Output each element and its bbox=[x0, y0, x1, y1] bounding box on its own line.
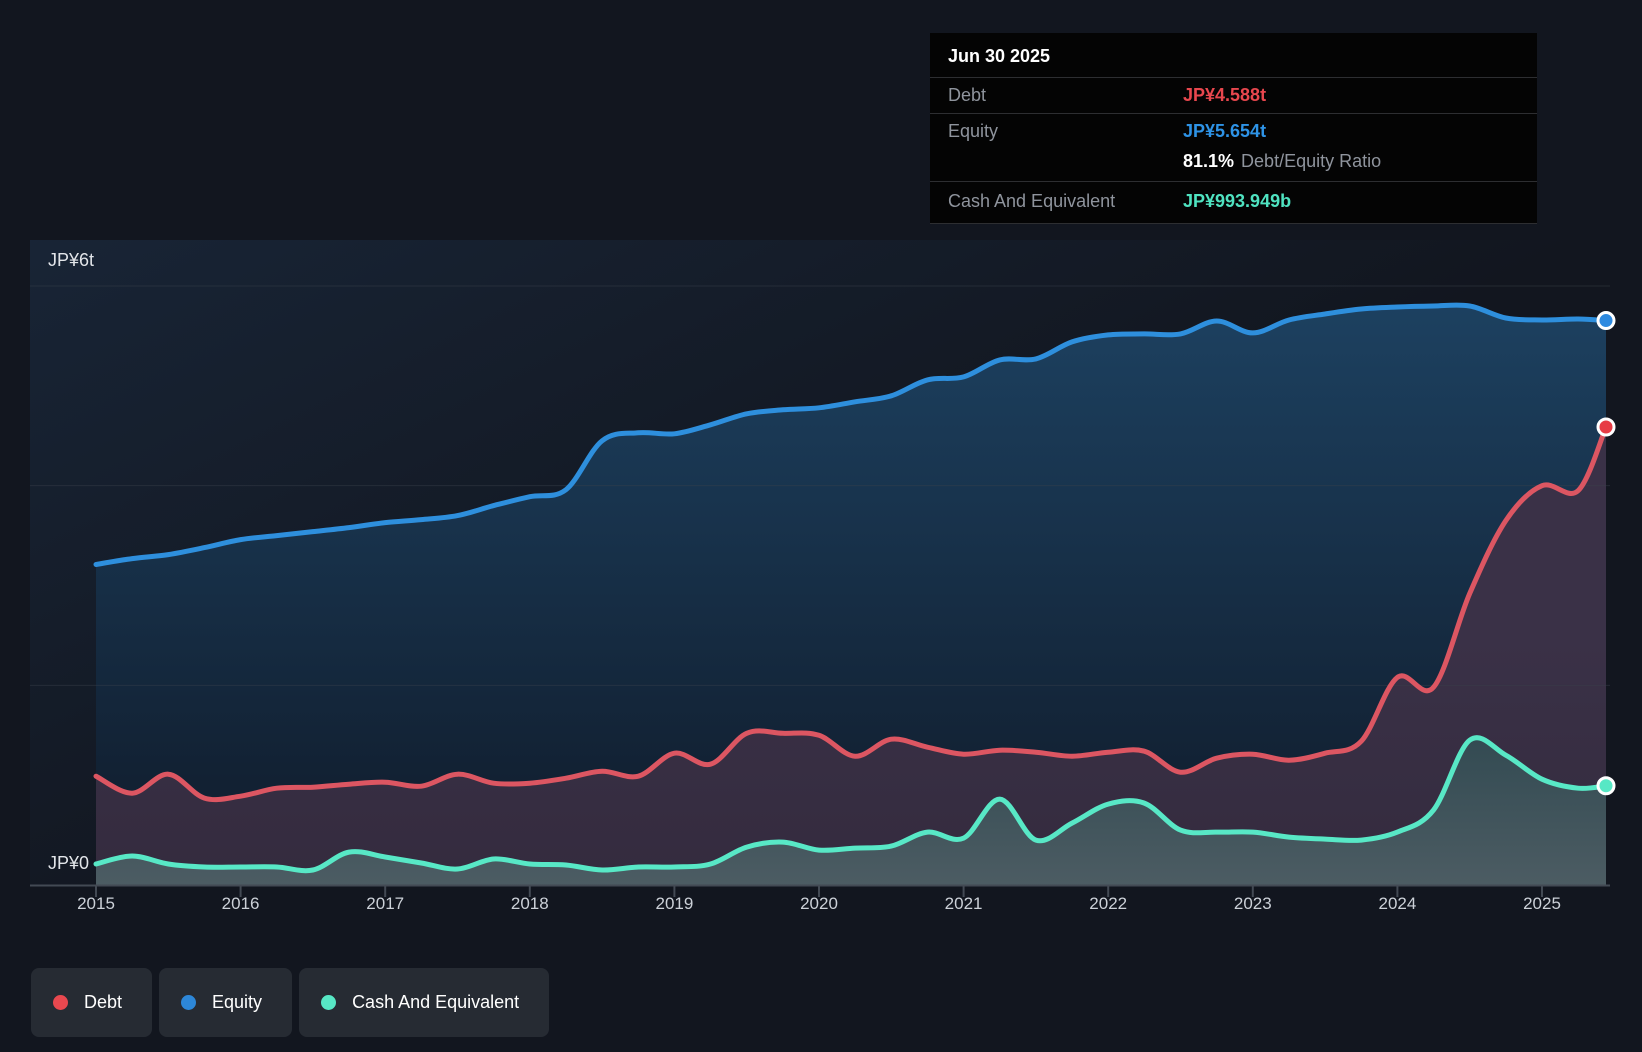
tooltip-ratio-label: Debt/Equity Ratio bbox=[1241, 151, 1382, 171]
x-label-2023: 2023 bbox=[1234, 894, 1272, 913]
debt-dot-icon bbox=[53, 995, 68, 1010]
x-label-2021: 2021 bbox=[945, 894, 983, 913]
tooltip-equity-value: JP¥5.654t bbox=[1183, 121, 1267, 141]
cash-dot-icon bbox=[321, 995, 337, 1010]
x-label-2024: 2024 bbox=[1378, 894, 1416, 913]
x-label-2017: 2017 bbox=[366, 894, 404, 913]
equity-dot-icon bbox=[181, 995, 197, 1010]
y-label-JP¥6t: JP¥6t bbox=[48, 250, 94, 270]
tooltip-cash-label: Cash And Equivalent bbox=[948, 191, 1116, 211]
equity-line bbox=[93, 302, 1609, 567]
tooltip-row-cash: Cash And Equivalent JP¥993.949b bbox=[930, 181, 1537, 224]
debt-line bbox=[93, 424, 1609, 803]
legend-item-debt[interactable]: Debt bbox=[31, 968, 153, 1037]
cash-and-equivalent-endpoint-marker[interactable] bbox=[1596, 776, 1616, 796]
cash-and-equivalent-area bbox=[96, 737, 1606, 885]
cash-and-equivalent-line bbox=[93, 735, 1609, 874]
tooltip-debt-label: Debt bbox=[948, 85, 987, 105]
equity-area bbox=[96, 305, 1606, 886]
tooltip-row-ratio: 81.1% Debt/Equity Ratio bbox=[930, 149, 1537, 181]
tooltip-date: Jun 30 2025 bbox=[948, 46, 1051, 66]
x-label-2020: 2020 bbox=[800, 894, 838, 913]
x-label-2015: 2015 bbox=[77, 894, 115, 913]
x-label-2018: 2018 bbox=[511, 894, 549, 913]
x-label-2016: 2016 bbox=[222, 894, 260, 913]
x-label-2022: 2022 bbox=[1089, 894, 1127, 913]
tooltip-ratio-value: 81.1% bbox=[1183, 151, 1235, 171]
legend-cash-label: Cash And Equivalent bbox=[352, 992, 520, 1012]
equity-endpoint-marker[interactable] bbox=[1596, 311, 1616, 331]
tooltip-row-equity: Equity JP¥5.654t bbox=[930, 113, 1537, 149]
legend-debt-label: Debt bbox=[84, 992, 123, 1012]
x-label-2019: 2019 bbox=[655, 894, 693, 913]
tooltip-row-debt: Debt JP¥4.588t bbox=[930, 77, 1537, 113]
chart-tooltip: Jun 30 2025 Debt JP¥4.588t Equity JP¥5.6… bbox=[930, 33, 1537, 224]
chart-legend: Debt Equity Cash And Equivalent bbox=[31, 968, 550, 1037]
debt-endpoint-marker[interactable] bbox=[1596, 417, 1616, 437]
x-label-2025: 2025 bbox=[1523, 894, 1561, 913]
tooltip-cash-value: JP¥993.949b bbox=[1183, 191, 1292, 211]
tooltip-debt-value: JP¥4.588t bbox=[1183, 85, 1267, 105]
legend-equity-label: Equity bbox=[212, 992, 263, 1012]
legend-item-cash[interactable]: Cash And Equivalent bbox=[299, 968, 550, 1037]
tooltip-equity-label: Equity bbox=[948, 121, 999, 141]
debt-area bbox=[96, 427, 1606, 885]
legend-item-equity[interactable]: Equity bbox=[159, 968, 293, 1037]
y-label-JP¥0: JP¥0 bbox=[48, 853, 89, 873]
